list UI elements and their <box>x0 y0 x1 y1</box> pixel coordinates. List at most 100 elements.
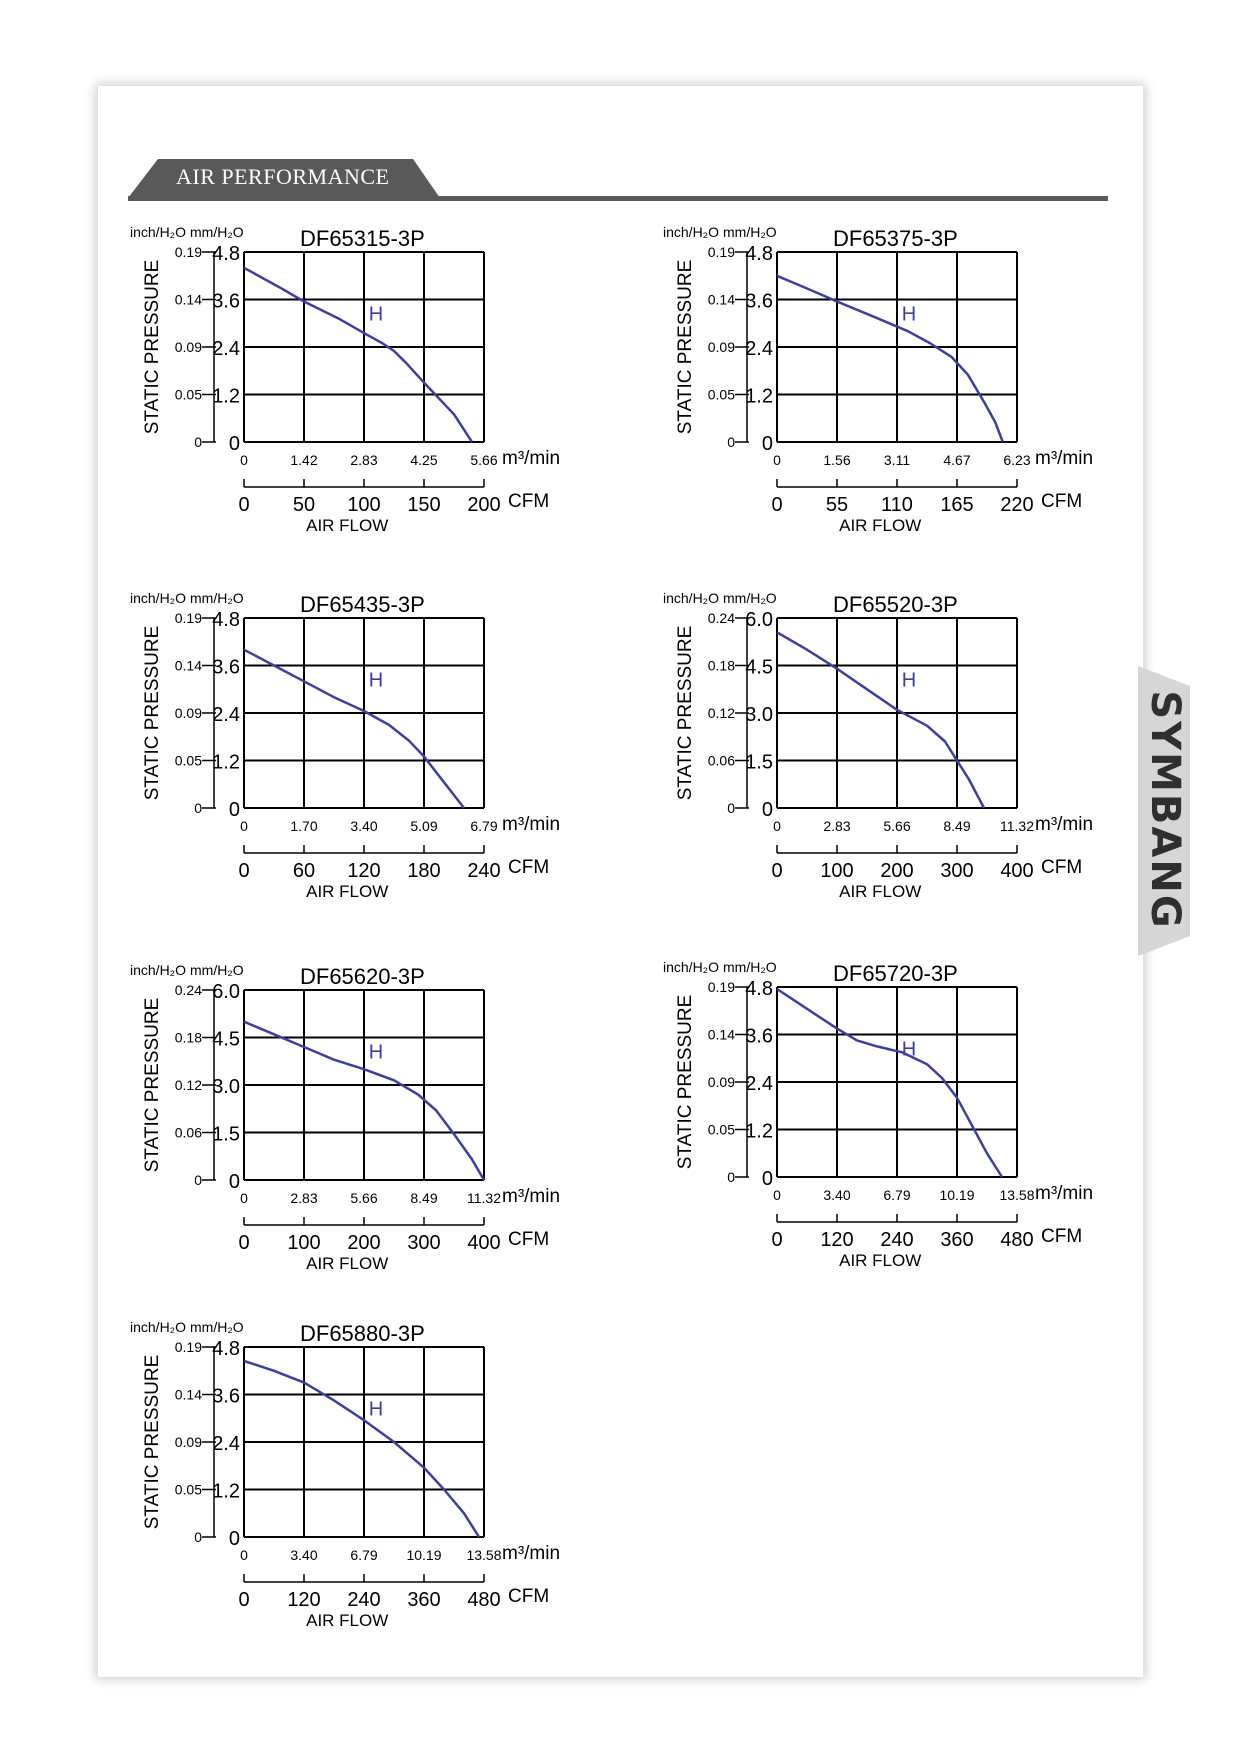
y-mm-tick-label: 4.8 <box>745 243 773 265</box>
y-inch-tick-label: 0 <box>194 800 202 816</box>
x-cfm-tick-label: 200 <box>347 1232 380 1254</box>
x-cfm-tick-label: 360 <box>940 1229 973 1251</box>
unit-mm-label: mm/H₂O <box>190 962 244 978</box>
x-cfm-tick-label: 0 <box>771 1229 782 1251</box>
unit-inch-label: inch/H₂O <box>663 959 719 975</box>
x-m3-tick-label: 10.19 <box>939 1187 974 1203</box>
x-cfm-tick-label: 360 <box>407 1589 440 1611</box>
x-cfm-unit-label: CFM <box>1041 1226 1082 1247</box>
section-title: AIR PERFORMANCE <box>176 164 390 189</box>
x-m3-tick-label: 5.66 <box>883 818 910 834</box>
unit-mm-label: mm/H₂O <box>723 224 777 240</box>
x-cfm-tick-label: 165 <box>940 494 973 516</box>
x-m3-unit-label: m³/min <box>502 1186 560 1207</box>
curve-label: H <box>369 1398 383 1420</box>
y-mm-tick-label: 4.8 <box>745 978 773 1000</box>
chart-title: DF65315-3P <box>300 226 425 251</box>
brand-logo: SYMBANG <box>1142 690 1188 930</box>
datasheet-page <box>98 86 1143 1677</box>
x-axis-title: AIR FLOW <box>839 516 921 535</box>
y-mm-tick-label: 1.2 <box>745 1121 773 1143</box>
x-m3-tick-label: 0 <box>773 452 781 468</box>
y-mm-tick-label: 2.4 <box>212 704 240 726</box>
x-cfm-tick-label: 0 <box>771 494 782 516</box>
curve-label: H <box>369 1041 383 1063</box>
y-mm-tick-label: 4.8 <box>212 243 240 265</box>
section-tab <box>128 159 440 198</box>
x-cfm-tick-label: 120 <box>347 860 380 882</box>
x-cfm-tick-label: 200 <box>880 860 913 882</box>
y-mm-tick-label: 6.0 <box>212 981 240 1003</box>
y-inch-tick-label: 0.09 <box>175 339 202 355</box>
x-m3-tick-label: 1.42 <box>290 452 317 468</box>
y-axis-title: STATIC PRESSURE <box>142 260 163 435</box>
x-cfm-tick-label: 60 <box>293 860 315 882</box>
x-m3-tick-label: 11.32 <box>467 1190 501 1206</box>
y-inch-tick-label: 0.05 <box>708 1122 735 1138</box>
unit-mm-label: mm/H₂O <box>190 590 244 606</box>
y-axis-title: STATIC PRESSURE <box>675 260 696 435</box>
y-inch-tick-label: 0.14 <box>175 292 202 308</box>
performance-curve <box>243 1359 481 1538</box>
x-cfm-tick-label: 100 <box>820 860 853 882</box>
y-inch-tick-label: 0 <box>194 434 202 450</box>
x-cfm-unit-label: CFM <box>508 491 549 512</box>
y-inch-tick-label: 0.14 <box>708 1027 735 1043</box>
chart-title: DF65720-3P <box>833 961 958 986</box>
x-m3-unit-label: m³/min <box>502 1543 560 1564</box>
y-mm-tick-label: 4.8 <box>212 609 240 631</box>
unit-inch-label: inch/H₂O <box>130 1319 186 1335</box>
y-mm-tick-label: 1.2 <box>212 1481 240 1503</box>
unit-mm-label: mm/H₂O <box>723 959 777 975</box>
x-cfm-unit-label: CFM <box>508 857 549 878</box>
unit-inch-label: inch/H₂O <box>130 962 186 978</box>
y-mm-tick-label: 3.6 <box>745 291 773 313</box>
x-m3-tick-label: 11.32 <box>1000 818 1034 834</box>
y-inch-tick-label: 0.09 <box>175 705 202 721</box>
y-inch-tick-label: 0 <box>727 1169 735 1185</box>
y-mm-tick-label: 3.0 <box>745 704 773 726</box>
x-cfm-tick-label: 480 <box>467 1589 500 1611</box>
y-mm-tick-label: 1.5 <box>745 752 773 774</box>
y-mm-tick-label: 3.0 <box>212 1076 240 1098</box>
x-cfm-tick-label: 400 <box>467 1232 500 1254</box>
curve-label: H <box>369 303 383 325</box>
performance-curve <box>243 648 465 809</box>
y-mm-tick-label: 0 <box>762 799 773 821</box>
x-cfm-tick-label: 55 <box>826 494 848 516</box>
unit-inch-label: inch/H₂O <box>663 224 719 240</box>
x-cfm-tick-label: 300 <box>407 1232 440 1254</box>
y-inch-tick-label: 0.18 <box>708 658 735 674</box>
y-axis-title: STATIC PRESSURE <box>675 995 696 1170</box>
y-mm-tick-label: 4.5 <box>745 657 773 679</box>
x-axis-title: AIR FLOW <box>839 1251 921 1270</box>
x-m3-tick-label: 2.83 <box>350 452 377 468</box>
y-mm-tick-label: 3.6 <box>745 1026 773 1048</box>
x-cfm-tick-label: 0 <box>238 1589 249 1611</box>
x-axis-title: AIR FLOW <box>839 882 921 901</box>
unit-mm-label: mm/H₂O <box>723 590 777 606</box>
y-mm-tick-label: 0 <box>762 433 773 455</box>
x-m3-tick-label: 13.58 <box>999 1187 1034 1203</box>
section-header: AIR PERFORMANCE <box>128 156 1108 204</box>
x-cfm-tick-label: 120 <box>287 1589 320 1611</box>
x-cfm-tick-label: 110 <box>881 494 913 516</box>
y-inch-tick-label: 0.05 <box>708 387 735 403</box>
x-m3-unit-label: m³/min <box>502 814 560 835</box>
x-m3-tick-label: 0 <box>240 1190 248 1206</box>
x-axis-title: AIR FLOW <box>306 882 388 901</box>
y-inch-tick-label: 0 <box>727 800 735 816</box>
x-cfm-tick-label: 100 <box>287 1232 320 1254</box>
x-m3-tick-label: 0 <box>240 452 248 468</box>
x-m3-tick-label: 6.79 <box>883 1187 910 1203</box>
x-m3-tick-label: 8.49 <box>410 1190 437 1206</box>
x-axis-title: AIR FLOW <box>306 1254 388 1273</box>
y-inch-tick-label: 0.19 <box>708 244 735 260</box>
y-inch-tick-label: 0.12 <box>708 705 735 721</box>
x-cfm-tick-label: 0 <box>238 1232 249 1254</box>
